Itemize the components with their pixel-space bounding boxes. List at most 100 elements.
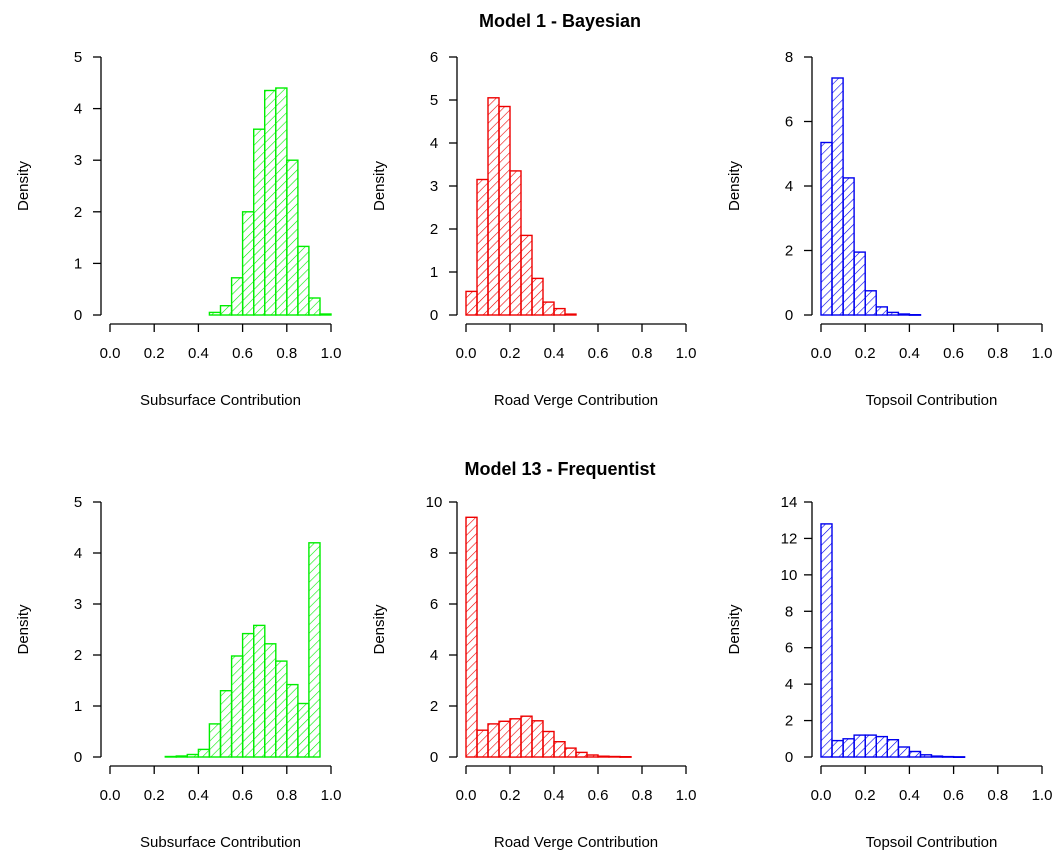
y-tick-label: 4 xyxy=(430,135,438,152)
histogram-panel: 0.0 0.2 0.4 0.6 0.8 1.0 0 1 2 3 4 5 6 Road Verge Cont… xyxy=(371,49,696,409)
x-tick-label: 0.2 xyxy=(500,345,521,362)
y-tick-label: 6 xyxy=(430,49,438,66)
histogram-bar xyxy=(241,632,255,758)
histogram-bar xyxy=(941,755,955,758)
histogram-bar xyxy=(542,301,555,316)
histogram-bar xyxy=(952,756,966,758)
histogram-bar xyxy=(597,755,610,758)
histogram-bar xyxy=(853,251,866,316)
histogram-bar xyxy=(608,755,621,758)
x-tick-label: 0.0 xyxy=(100,345,121,362)
histogram-bar xyxy=(275,660,288,758)
x-axis-label: Topsoil Contribution xyxy=(866,392,998,409)
y-tick-label: 5 xyxy=(430,92,438,109)
y-tick-label: 3 xyxy=(430,178,438,195)
histogram-bar xyxy=(531,720,544,758)
x-tick-label: 0.2 xyxy=(144,345,165,362)
x-tick-label: 0.8 xyxy=(632,787,653,804)
x-tick-label: 0.2 xyxy=(855,345,876,362)
histogram-bar xyxy=(531,277,544,316)
histogram-bar xyxy=(831,739,844,758)
histogram-bar xyxy=(319,313,332,316)
histogram-bar xyxy=(509,170,522,316)
x-tick-label: 1.0 xyxy=(676,345,697,362)
histogram-bar xyxy=(908,750,922,758)
histogram-panel: 0.0 0.2 0.4 0.6 0.8 1.0 0 2 4 6 8 10 Road Verge Cont… xyxy=(371,494,696,851)
x-tick-label: 0.8 xyxy=(987,345,1008,362)
histogram-bar xyxy=(509,718,522,758)
histogram-bar xyxy=(553,307,566,316)
x-tick-label: 0.4 xyxy=(188,787,209,804)
x-tick-label: 0.4 xyxy=(544,787,565,804)
histogram-bar xyxy=(897,746,911,758)
histogram-bar xyxy=(586,754,599,758)
histogram-bar xyxy=(164,755,178,758)
x-tick-label: 0.6 xyxy=(232,787,253,804)
histogram-bar xyxy=(864,290,877,316)
x-tick-label: 0.0 xyxy=(811,345,832,362)
histogram-panel: 0.0 0.2 0.4 0.6 0.8 1.0 0 1 2 3 4 5 Subsurface Contr… xyxy=(15,49,341,409)
x-axis-label: Subsurface Contribution xyxy=(140,834,301,851)
x-tick-label: 0.8 xyxy=(632,345,653,362)
histogram-bar xyxy=(197,748,211,758)
histogram-bar xyxy=(219,305,233,316)
histogram-bar xyxy=(542,730,555,758)
histogram-bar xyxy=(286,159,299,316)
y-tick-label: 10 xyxy=(781,567,798,584)
y-axis-label: Density xyxy=(371,604,388,655)
y-tick-label: 6 xyxy=(430,596,438,613)
y-tick-label: 0 xyxy=(785,749,793,766)
y-tick-label: 2 xyxy=(430,221,438,238)
x-tick-label: 0.0 xyxy=(456,345,477,362)
histogram-bar xyxy=(230,277,244,316)
y-tick-label: 1 xyxy=(74,698,82,715)
y-tick-label: 0 xyxy=(74,749,82,766)
histogram-bar xyxy=(553,741,566,758)
y-tick-label: 5 xyxy=(74,494,82,511)
x-tick-label: 1.0 xyxy=(321,787,342,804)
histogram-bar xyxy=(297,702,310,758)
histogram-bar xyxy=(308,542,321,758)
y-tick-label: 0 xyxy=(430,749,438,766)
histogram-bar xyxy=(864,734,877,758)
histogram-bar xyxy=(897,313,911,316)
histogram-bar xyxy=(498,720,511,758)
y-tick-label: 2 xyxy=(785,243,793,260)
y-tick-label: 8 xyxy=(785,49,793,66)
histogram-bar xyxy=(575,751,588,758)
x-tick-label: 0.6 xyxy=(943,345,964,362)
y-tick-label: 4 xyxy=(74,101,82,118)
x-tick-label: 0.8 xyxy=(987,787,1008,804)
y-tick-label: 4 xyxy=(785,676,793,693)
y-tick-label: 2 xyxy=(430,698,438,715)
y-axis-label: Density xyxy=(15,160,32,211)
histogram-bar xyxy=(252,128,266,316)
x-tick-label: 0.6 xyxy=(588,787,609,804)
histogram-bar xyxy=(498,105,511,316)
x-tick-label: 0.6 xyxy=(232,345,253,362)
x-axis-label: Subsurface Contribution xyxy=(140,392,301,409)
histogram-bar xyxy=(275,87,288,316)
histogram-bar xyxy=(820,141,833,316)
y-tick-label: 14 xyxy=(781,494,798,511)
histogram-bar xyxy=(476,729,489,758)
y-tick-label: 6 xyxy=(785,640,793,657)
x-tick-label: 0.0 xyxy=(100,787,121,804)
histogram-bar xyxy=(487,723,500,758)
row-title-frequentist: Model 13 - Frequentist xyxy=(464,459,655,479)
histogram-bar xyxy=(208,311,222,316)
histogram-bar xyxy=(264,89,277,316)
y-tick-label: 0 xyxy=(785,307,793,324)
histogram-bar xyxy=(487,97,500,316)
histogram-bar xyxy=(241,211,255,316)
x-tick-label: 0.0 xyxy=(811,787,832,804)
histogram-bar xyxy=(564,313,577,316)
histogram-bar xyxy=(886,311,900,316)
histogram-bar xyxy=(264,643,277,758)
x-tick-label: 0.2 xyxy=(144,787,165,804)
histogram-bar xyxy=(875,306,888,316)
y-axis-label: Density xyxy=(15,604,32,655)
y-tick-label: 4 xyxy=(785,178,793,195)
histogram-bar xyxy=(308,297,321,316)
